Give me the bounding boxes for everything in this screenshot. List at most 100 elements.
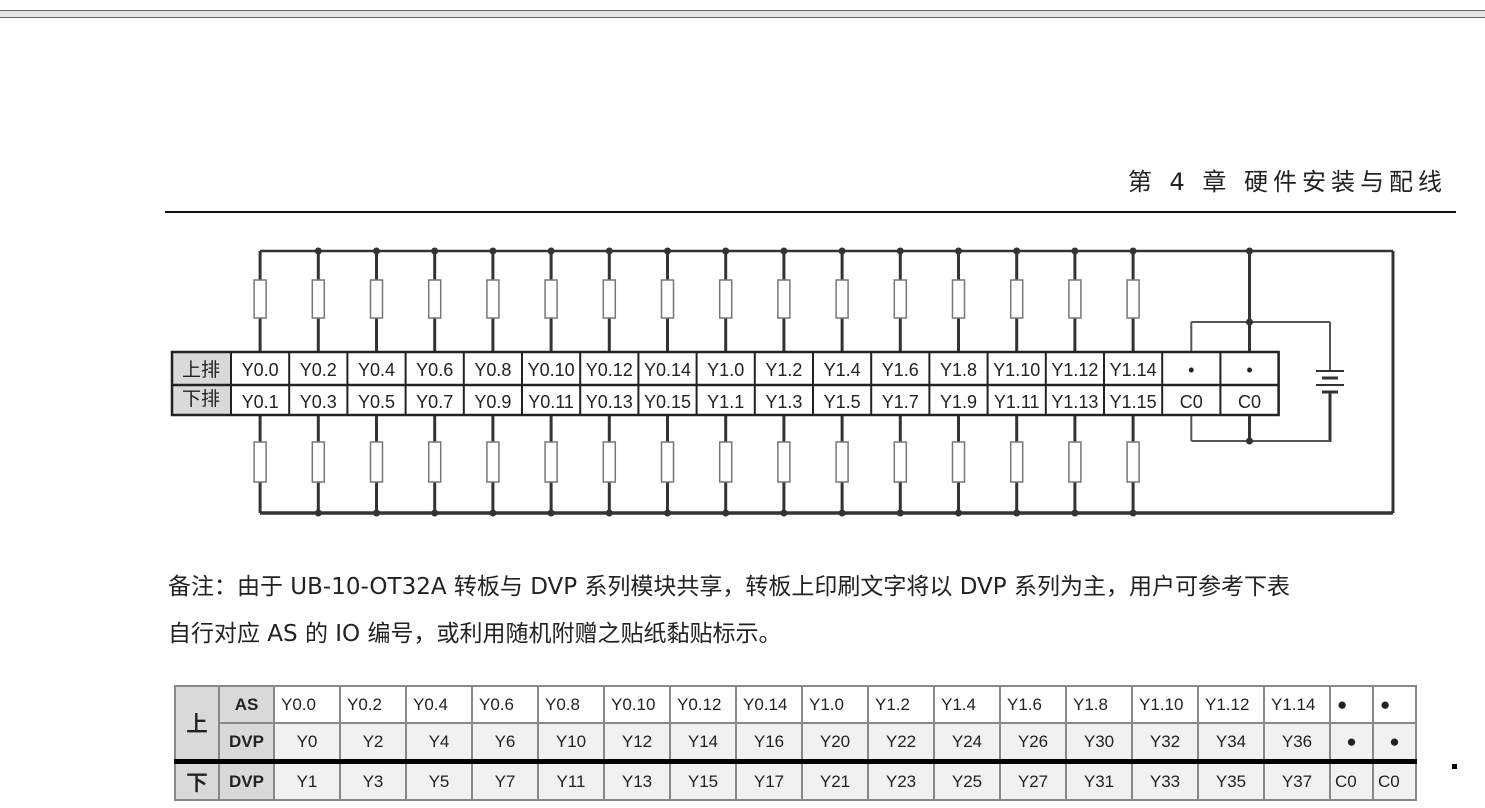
load-resistor-icon — [718, 279, 733, 319]
table-cell: Y36 — [1263, 722, 1331, 763]
table-row-upper-as: 上 AS Y0.0 Y0.2 Y0.4 Y0.6 Y0.8 Y0.10 Y0.12 Y0.14… — [174, 685, 1417, 763]
terminal-lower: Y1.9 — [940, 392, 977, 412]
table-cell: Y3 — [339, 759, 407, 801]
load-resistor-icon — [253, 279, 267, 319]
dvp-label: DVP — [218, 722, 275, 763]
load-resistor-icon — [893, 441, 908, 483]
upper-row-label-1: 上 — [174, 685, 220, 763]
load-resistor-icon — [544, 441, 558, 483]
table-cell: ● — [1329, 685, 1374, 724]
table-cell: Y0.12 — [669, 685, 737, 724]
terminal-lower: Y0.11 — [528, 392, 574, 412]
terminal-upper: Y0.8 — [474, 360, 511, 380]
terminal-upper: Y1.0 — [707, 360, 744, 380]
load-resistor-icon — [660, 279, 675, 319]
table-cell: Y1.0 — [801, 685, 869, 724]
table-cell: Y0.0 — [273, 685, 341, 724]
terminal-upper: Y1.12 — [1051, 360, 1098, 380]
table-cell: Y2 — [339, 722, 407, 763]
table-cell: Y12 — [603, 722, 671, 763]
terminal-lower: Y1.11 — [994, 392, 1040, 412]
table-cell: Y11 — [537, 759, 605, 801]
table-cell: Y0.14 — [735, 685, 803, 724]
table-cell: Y1.6 — [999, 685, 1067, 724]
table-cell: Y1.10 — [1131, 685, 1199, 724]
terminal-lower: Y0.9 — [474, 392, 511, 412]
table-cell: Y6 — [471, 722, 539, 763]
terminal-lower: Y1.7 — [882, 392, 919, 412]
load-resistor-icon — [602, 441, 617, 483]
table-cell: Y1.14 — [1263, 685, 1331, 724]
table-cell: Y1.4 — [933, 685, 1001, 724]
load-resistor-icon — [1126, 279, 1140, 319]
table-cell: Y4 — [405, 722, 473, 763]
terminal-lower: C0 — [1238, 392, 1261, 412]
terminal-upper: Y1.6 — [882, 360, 919, 380]
table-cell: Y20 — [801, 722, 869, 763]
terminal-upper: Y0.10 — [528, 360, 575, 380]
table-cell: C0 — [1329, 759, 1374, 801]
load-resistor-icon — [602, 279, 617, 319]
load-resistor-icon — [835, 441, 849, 483]
row-label-background — [172, 352, 231, 415]
row-label-upper: 上排 — [182, 359, 220, 381]
divider-extension — [1452, 764, 1457, 769]
terminal-lower: Y0.5 — [358, 392, 395, 412]
terminal-lower: Y0.3 — [300, 392, 337, 412]
terminal-lower: Y1.15 — [1110, 392, 1157, 412]
terminal-upper: Y0.12 — [586, 360, 633, 380]
load-resistor-icon — [486, 279, 500, 319]
lower-row-label: 下 — [174, 759, 220, 801]
dvp-label: DVP — [218, 759, 275, 801]
table-cell: ● — [1329, 722, 1374, 763]
header-rule — [165, 211, 1456, 213]
load-resistor-icon — [718, 441, 733, 483]
load-resistor-icon — [951, 441, 966, 483]
table-cell: Y1.2 — [867, 685, 935, 724]
table-cell: Y30 — [1065, 722, 1133, 763]
terminal-lower: Y1.13 — [1051, 392, 1098, 412]
terminal-lower: Y1.3 — [765, 392, 802, 412]
table-row-upper-dvp: DVP Y0 Y2 Y4 Y6 Y10 Y12 Y14 Y16 Y20 Y22 Y24 Y26 Y30 Y… — [175, 722, 1417, 763]
top-scroll-bar — [0, 10, 1485, 18]
table-row-lower-dvp: 下 DVP Y1 Y3 Y5 Y7 Y11 Y13 Y15 Y17 Y21 Y23 Y25 Y27 Y3… — [174, 759, 1417, 801]
load-resistor-icon — [777, 441, 791, 483]
table-cell: Y27 — [999, 759, 1067, 801]
terminal-lower: C0 — [1180, 392, 1203, 412]
terminal-upper: Y0.14 — [644, 360, 691, 380]
terminal-lower: Y0.13 — [586, 392, 633, 412]
row-label-lower: 下排 — [182, 388, 220, 410]
load-resistor-icon — [311, 279, 326, 319]
load-resistor-icon — [253, 441, 267, 483]
table-cell: Y7 — [471, 759, 539, 801]
table-cell: Y16 — [735, 722, 803, 763]
table-cell: Y23 — [867, 759, 935, 801]
table-cell: Y13 — [603, 759, 671, 801]
table-cell: Y17 — [735, 759, 803, 801]
table-cell: Y5 — [405, 759, 473, 801]
table-cell: C0 — [1372, 759, 1417, 801]
note-line-1: 备注：由于 UB-10-OT32A 转板与 DVP 系列模块共享，转板上印刷文字… — [168, 574, 1290, 600]
load-resistor-icon — [486, 441, 500, 483]
table-cell: Y10 — [537, 722, 605, 763]
table-cell: Y0.2 — [339, 685, 407, 724]
table-cell: Y25 — [933, 759, 1001, 801]
load-resistor-icon — [544, 279, 558, 319]
load-resistor-icon — [1009, 441, 1024, 483]
table-cell: Y0 — [273, 722, 341, 763]
load-resistor-icon — [951, 279, 966, 319]
terminal-upper: • — [1246, 360, 1252, 380]
load-resistor-icon — [777, 279, 791, 319]
terminal-lower: Y0.15 — [644, 392, 691, 412]
table-cell: Y0.6 — [471, 685, 539, 724]
load-resistor-icon — [311, 441, 326, 483]
terminal-upper: Y1.4 — [824, 360, 861, 380]
note-line-2: 自行对应 AS 的 IO 编号，或利用随机附赠之贴纸黏贴标示。 — [168, 621, 782, 647]
table-cell: Y32 — [1131, 722, 1199, 763]
table-cell: Y26 — [999, 722, 1067, 763]
table-cell: ● — [1372, 685, 1417, 724]
table-cell: Y35 — [1197, 759, 1265, 801]
terminal-upper: Y0.0 — [242, 360, 279, 380]
table-cell: Y33 — [1131, 759, 1199, 801]
